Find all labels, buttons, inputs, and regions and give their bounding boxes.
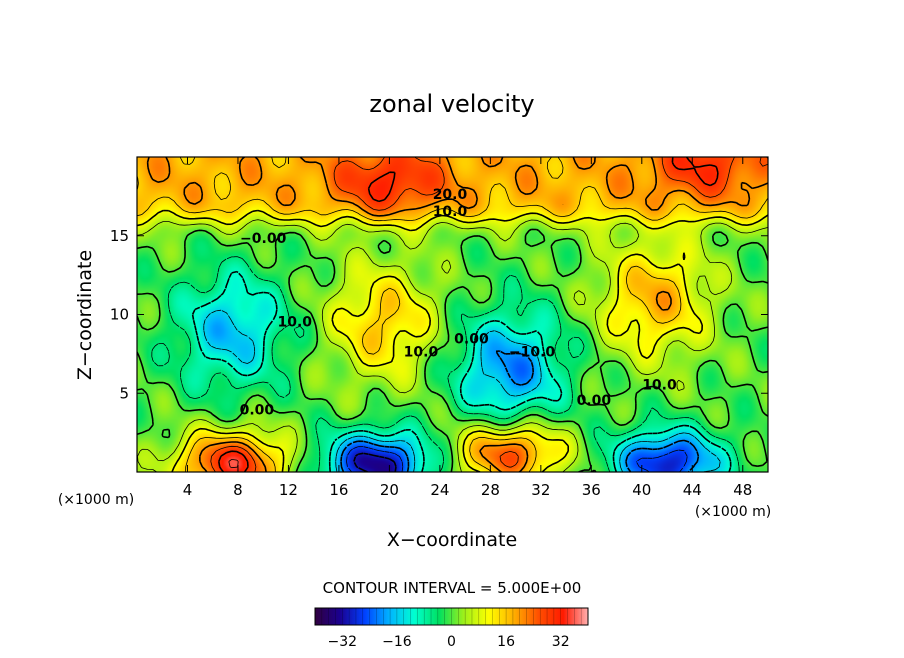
chart-title: zonal velocity <box>369 90 534 118</box>
colorbar-ticks: −32 −16 0 16 32 <box>328 634 570 650</box>
contour-level-35 <box>228 459 239 469</box>
x-tick-label: 36 <box>582 481 601 499</box>
y-tick-label: 10 <box>110 306 129 324</box>
contour-level-neg10 <box>191 270 732 472</box>
contour-level-20 <box>146 157 768 472</box>
x-tick-label: 24 <box>430 481 449 499</box>
contour-label: 10.0 <box>277 314 312 330</box>
x-tick-label: 12 <box>279 481 298 499</box>
colorbar-tick-label: 32 <box>552 634 570 650</box>
contour-level-neg25 <box>346 446 688 472</box>
contour-level-0 <box>137 228 768 472</box>
contour-level-15 <box>137 157 768 472</box>
y-tick-label: 5 <box>119 384 129 402</box>
x-tick-label: 44 <box>683 481 702 499</box>
contour-level-30 <box>218 157 719 472</box>
x-tick-label: 16 <box>329 481 348 499</box>
x-tick-label: 48 <box>733 481 752 499</box>
contour-labels: 20.010.0−0.0010.010.00.00−10.00.0010.00.… <box>240 187 677 419</box>
contour-label: 20.0 <box>433 187 468 203</box>
contour-level-neg5 <box>151 256 740 472</box>
colorbar-tick-label: −16 <box>382 634 412 650</box>
contour-label: 10.0 <box>642 377 677 393</box>
x-axis-label: X−coordinate <box>387 529 517 551</box>
x-unit-left: (×1000 m) <box>58 492 134 508</box>
x-tick-label: 20 <box>380 481 399 499</box>
x-tick-label: 32 <box>531 481 550 499</box>
y-axis-ticks: 5 10 15 <box>110 227 768 402</box>
colorbar-stripes <box>321 608 582 625</box>
contour-level-neg15 <box>203 309 721 472</box>
colorbar-tick-label: 16 <box>497 634 515 650</box>
x-tick-label: 40 <box>632 481 651 499</box>
colorbar-frame <box>314 607 589 626</box>
x-axis-ticks: 4 8 12 16 20 24 28 32 36 40 44 48 <box>183 157 752 499</box>
contour-label: −10.0 <box>509 344 556 360</box>
contour-interval-label: CONTOUR INTERVAL = 5.000E+00 <box>323 579 582 597</box>
velocity-field <box>137 157 768 472</box>
contour-label: 0.00 <box>240 403 275 419</box>
velocity-heatmap <box>137 157 768 472</box>
contour-level-25 <box>210 157 768 472</box>
contour-label: −0.00 <box>240 231 287 247</box>
contour-lines <box>137 157 768 472</box>
contour-label: 0.00 <box>454 332 489 348</box>
y-axis-label: Z−coordinate <box>74 250 96 380</box>
contour-label: 10.0 <box>404 344 439 360</box>
colorbar-tick-label: −32 <box>328 634 358 650</box>
x-tick-label: 8 <box>233 481 243 499</box>
contour-level-10 <box>137 209 768 472</box>
contour-level-neg30 <box>353 452 397 472</box>
colorbar-tick-label: 0 <box>447 634 456 650</box>
contour-level-neg20 <box>340 350 700 472</box>
y-tick-label: 15 <box>110 227 129 245</box>
x-tick-label: 28 <box>481 481 500 499</box>
contour-level-5 <box>137 219 768 472</box>
contour-label: 0.00 <box>577 393 612 409</box>
x-unit-right: (×1000 m) <box>695 504 771 520</box>
x-tick-label: 4 <box>183 481 193 499</box>
contour-label: 10.0 <box>433 204 468 220</box>
